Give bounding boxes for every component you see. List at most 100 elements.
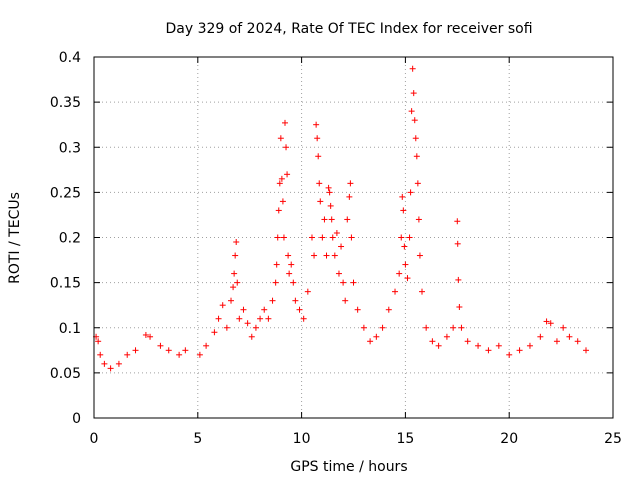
data-point	[236, 315, 243, 322]
y-tick-label: 0.4	[59, 50, 81, 66]
data-point	[234, 279, 241, 286]
y-tick-label: 0.05	[50, 366, 81, 382]
data-point	[283, 144, 290, 151]
data-point	[240, 306, 247, 313]
data-point	[107, 365, 114, 372]
y-tick-label: 0.1	[59, 321, 81, 337]
data-point	[230, 284, 237, 291]
y-tick-label: 0.35	[50, 95, 81, 111]
data-point	[276, 180, 283, 187]
data-point	[215, 315, 222, 322]
data-point	[443, 333, 450, 340]
data-point	[300, 315, 307, 322]
data-point	[329, 234, 336, 241]
data-point	[281, 119, 288, 126]
data-point	[350, 279, 357, 286]
data-point	[495, 342, 502, 349]
data-point	[284, 171, 291, 178]
data-point	[348, 234, 355, 241]
data-point	[277, 135, 284, 142]
data-point	[257, 315, 264, 322]
data-point	[414, 180, 421, 187]
data-point	[315, 153, 322, 160]
data-point	[396, 270, 403, 277]
data-point	[335, 270, 342, 277]
y-axis-title: ROTI / TECUs	[7, 192, 23, 284]
data-point	[244, 320, 251, 327]
data-point	[342, 297, 349, 304]
data-point	[455, 276, 462, 283]
data-point	[252, 324, 259, 331]
data-point	[406, 234, 413, 241]
data-point	[233, 239, 240, 246]
data-point	[475, 342, 482, 349]
data-point	[196, 351, 203, 358]
data-point	[272, 279, 279, 286]
data-point	[288, 261, 295, 268]
data-point	[97, 351, 104, 358]
data-point	[400, 207, 407, 214]
data-point	[458, 324, 465, 331]
data-point	[354, 306, 361, 313]
data-point	[157, 342, 164, 349]
data-point	[385, 306, 392, 313]
data-point	[450, 324, 457, 331]
data-point	[404, 275, 411, 282]
data-point	[314, 135, 321, 142]
y-tick-label: 0.15	[50, 276, 81, 292]
data-point	[553, 338, 560, 345]
data-point	[292, 297, 299, 304]
data-point	[409, 65, 416, 72]
data-point	[279, 198, 286, 205]
data-point	[248, 333, 255, 340]
x-tick-label: 15	[396, 431, 414, 447]
data-point	[516, 347, 523, 354]
data-point	[323, 252, 330, 259]
data-point	[115, 360, 122, 367]
data-point	[347, 180, 354, 187]
data-point	[261, 306, 268, 313]
data-point	[278, 175, 285, 182]
data-point	[423, 324, 430, 331]
data-point	[231, 270, 238, 277]
data-point	[290, 279, 297, 286]
data-point	[537, 333, 544, 340]
data-point	[401, 243, 408, 250]
x-tick-label: 25	[604, 431, 622, 447]
data-point	[124, 351, 131, 358]
data-point	[321, 216, 328, 223]
data-point	[560, 324, 567, 331]
data-point	[228, 297, 235, 304]
data-point	[340, 279, 347, 286]
data-point	[413, 153, 420, 160]
data-point	[373, 333, 380, 340]
x-tick-labels: 0 5 10 15 20 25	[90, 431, 622, 447]
data-point	[327, 202, 334, 209]
data-point	[296, 306, 303, 313]
data-point	[408, 108, 415, 115]
chart-title: Day 329 of 2024, Rate Of TEC Index for r…	[165, 21, 532, 37]
data-point	[454, 240, 461, 247]
data-point	[325, 184, 332, 191]
data-point	[429, 338, 436, 345]
data-point	[464, 338, 471, 345]
data-point	[399, 193, 406, 200]
data-point	[328, 216, 335, 223]
data-point	[415, 216, 422, 223]
data-point	[142, 331, 149, 338]
data-point	[547, 320, 554, 327]
data-point	[147, 333, 154, 340]
data-point	[326, 189, 333, 196]
data-point	[456, 303, 463, 310]
data-point	[583, 347, 590, 354]
data-point	[165, 347, 172, 354]
data-points	[93, 65, 590, 372]
grid-lines	[94, 57, 613, 418]
data-point	[265, 315, 272, 322]
data-point	[360, 324, 367, 331]
axis-ticks	[93, 56, 614, 419]
x-tick-label: 10	[293, 431, 311, 447]
data-point	[304, 288, 311, 295]
data-point	[101, 360, 108, 367]
